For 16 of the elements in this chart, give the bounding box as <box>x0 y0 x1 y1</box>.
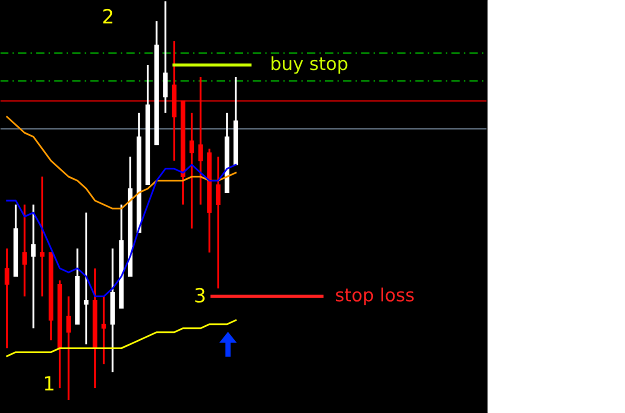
candlestick <box>31 204 36 330</box>
annotation: 1 <box>44 376 54 390</box>
candlestick <box>216 156 220 290</box>
ref-line-label: buy stop <box>272 56 348 74</box>
annotation: 2 <box>103 8 112 24</box>
candlestick <box>198 76 203 206</box>
ref-line-label: stop loss <box>336 288 414 306</box>
candlestick <box>190 112 194 230</box>
annotation: 3 <box>195 288 205 303</box>
candlestick <box>66 295 71 401</box>
candlestick <box>163 0 168 114</box>
candlestick <box>102 295 106 366</box>
candlestick <box>40 176 44 298</box>
candlestick <box>4 248 10 350</box>
candlestick <box>22 204 27 298</box>
candlestick <box>84 212 88 346</box>
